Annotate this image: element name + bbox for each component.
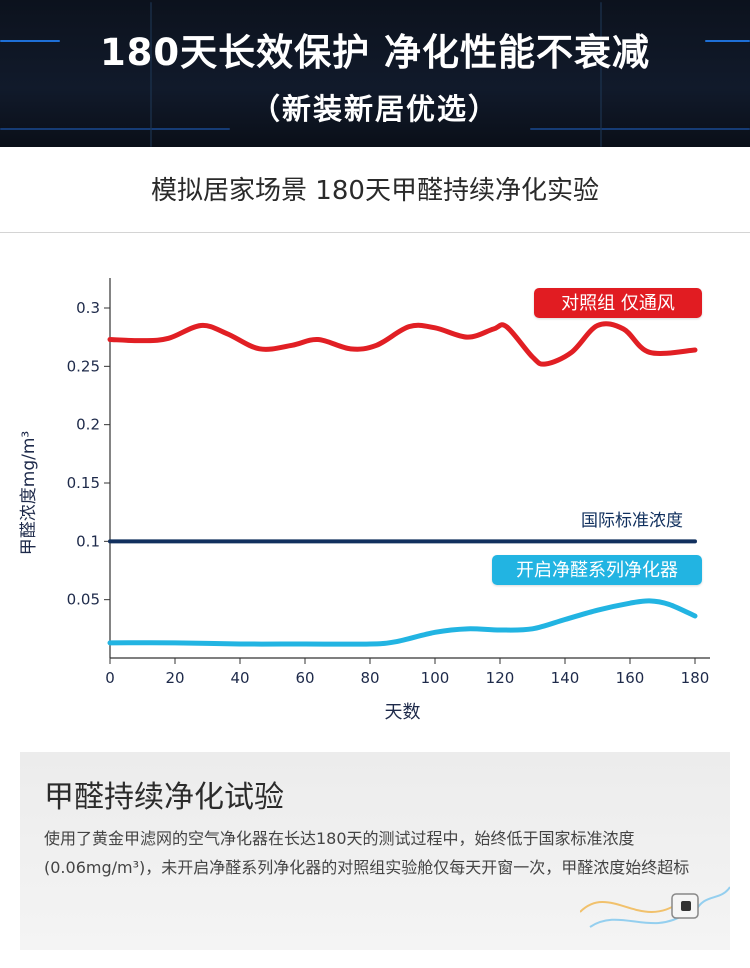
x-tick-label: 60: [295, 669, 314, 687]
legend-badge-control: [534, 288, 702, 318]
hero-decor-line: [705, 40, 750, 42]
card-title: 甲醛持续净化试验: [44, 780, 284, 815]
y-tick-label: 0.2: [76, 416, 100, 434]
summary-card: 甲醛持续净化试验 使用了黄金甲滤网的空气净化器在长达180天的测试过程中，始终低…: [20, 752, 730, 950]
hero-decor-line: [0, 40, 60, 42]
x-tick-label: 100: [421, 669, 450, 687]
hero-decor-line: [600, 2, 602, 147]
x-tick-label: 140: [551, 669, 580, 687]
experiment-title: 模拟居家场景 180天甲醛持续净化实验: [151, 176, 599, 206]
section-divider: [0, 232, 750, 233]
y-tick-label: 0.3: [76, 299, 100, 317]
y-axis-title: 甲醛浓度mg/m³: [19, 431, 39, 555]
legend-label-standard: 国际标准浓度: [581, 511, 683, 531]
y-tick-label: 0.05: [67, 591, 100, 609]
hero-decor-line: [0, 128, 230, 130]
card-body: 使用了黄金甲滤网的空气净化器在长达180天的测试过程中，始终低于国家标准浓度(0…: [44, 829, 690, 877]
x-tick-label: 80: [360, 669, 379, 687]
series-line-control: [107, 321, 698, 367]
hero-subtitle: （新装新居优选）: [250, 92, 499, 126]
hero-decor-line: [150, 2, 152, 147]
hero-title: 180天长效保护 净化性能不衰减: [99, 31, 651, 74]
x-tick-label: 20: [165, 669, 184, 687]
y-tick-label: 0.25: [67, 357, 100, 375]
y-tick-label: 0.1: [76, 532, 100, 550]
x-tick-label: 0: [105, 669, 115, 687]
series-line-purifier: [107, 598, 698, 647]
x-tick-label: 160: [616, 669, 645, 687]
legend-label-control: 对照组 仅通风: [561, 293, 675, 314]
x-tick-label: 180: [681, 669, 710, 687]
x-axis-title: 天数: [385, 702, 421, 723]
x-tick-label: 40: [230, 669, 249, 687]
legend-badge-purifier: [492, 555, 702, 585]
formaldehyde-chart: 0.05 0.1 0.15 0.2 0.25 0.3 0 20 40 60 80 100 120 140 1…: [19, 278, 710, 723]
hero-decor-line: [530, 128, 750, 130]
y-tick-label: 0.15: [67, 474, 100, 492]
x-tick-label: 120: [486, 669, 515, 687]
purifier-illustration: [580, 886, 730, 928]
legend-label-purifier: 开启净醛系列净化器: [516, 560, 678, 581]
hero-banner: 180天长效保护 净化性能不衰减 （新装新居优选）: [0, 0, 750, 147]
